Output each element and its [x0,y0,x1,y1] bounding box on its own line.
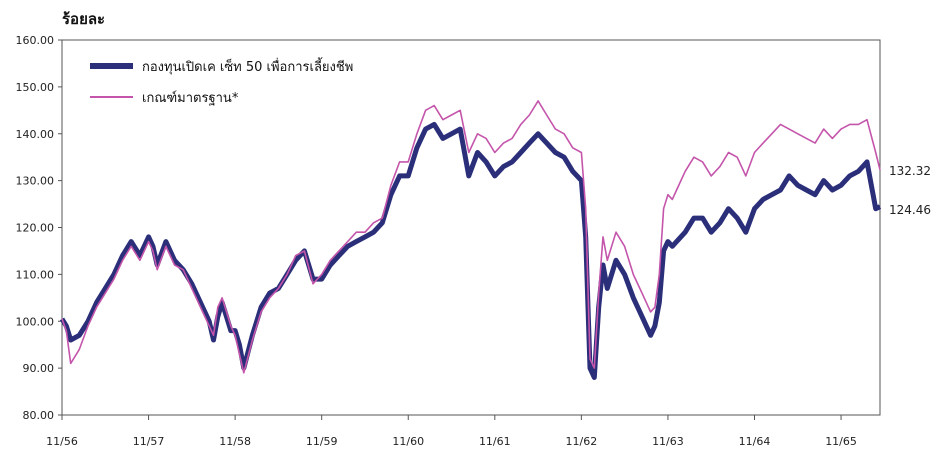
y-tick-label: 130.00 [16,175,55,188]
x-tick-label: 11/60 [392,435,424,448]
legend-label-benchmark: เกณฑ์มาตรฐาน* [142,90,239,106]
y-axis-label: ร้อยละ [62,10,105,28]
series-line-benchmark [61,100,881,374]
x-tick-label: 11/63 [652,435,684,448]
x-tick-label: 11/62 [566,435,598,448]
y-tick-label: 80.00 [23,409,55,422]
x-axis: 11/56 11/57 11/58 11/59 11/60 11/61 11/62 11/63… [46,415,857,448]
x-tick-label: 11/65 [825,435,857,448]
series-layer [59,100,882,380]
legend: กองทุนเปิดเค เซ็ท 50 เพื่อการเลี้ยงชีพ เ… [90,57,353,106]
x-tick-label: 11/64 [739,435,771,448]
x-tick-label: 11/57 [133,435,165,448]
legend-label-fund: กองทุนเปิดเค เซ็ท 50 เพื่อการเลี้ยงชีพ [142,57,353,75]
y-axis: 80.00 90.00 100.00 110.00 120.00 130.00 140.00… [16,34,62,422]
end-label-benchmark: 132.32 [889,164,931,178]
x-tick-label: 11/56 [46,435,78,448]
series-line-fund [59,121,882,380]
y-tick-label: 160.00 [16,34,55,47]
y-tick-label: 140.00 [16,128,55,141]
y-tick-label: 110.00 [16,268,55,281]
x-tick-label: 11/59 [306,435,338,448]
x-tick-label: 11/58 [219,435,251,448]
end-label-fund: 124.46 [889,203,931,217]
y-tick-label: 100.00 [16,315,55,328]
y-tick-label: 120.00 [16,222,55,235]
y-tick-label: 90.00 [23,362,55,375]
x-tick-label: 11/61 [479,435,511,448]
y-tick-label: 150.00 [16,81,55,94]
